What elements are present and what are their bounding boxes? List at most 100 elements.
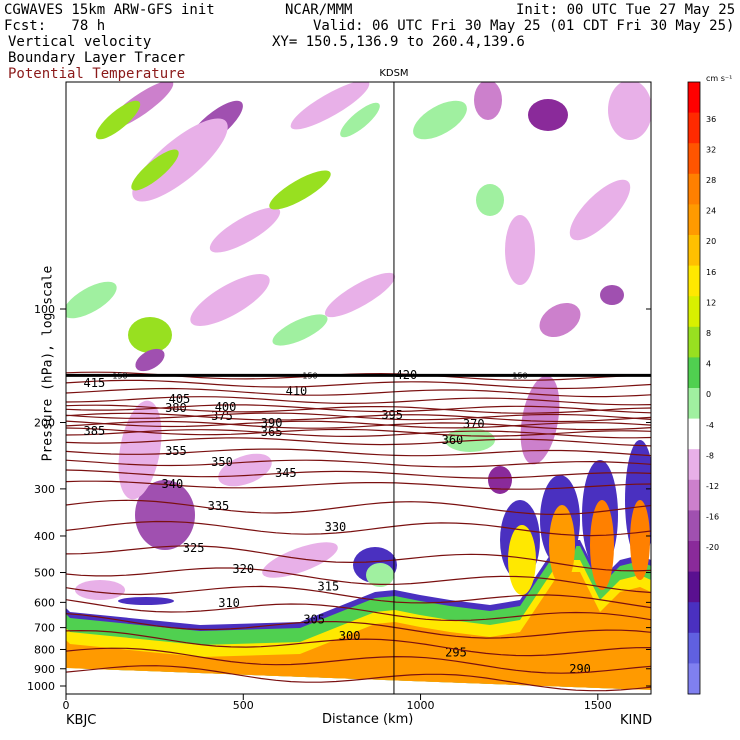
kdsm-label: KDSM — [379, 68, 408, 79]
theta-contour-label: 385 — [84, 424, 106, 438]
vv-cell — [539, 302, 581, 338]
vv-cell — [505, 215, 535, 285]
theta-contour-label: 375 — [211, 409, 233, 423]
vv-cell — [269, 170, 331, 210]
colorbar-label: 24 — [706, 207, 716, 216]
vv-cell — [128, 317, 172, 353]
y-axis-title: Pressure (hPa), log scale — [40, 265, 56, 462]
left-endpoint: KBJC — [66, 713, 97, 728]
theta-contour-line — [66, 420, 651, 431]
theta-contour-line — [66, 499, 651, 516]
y-tick-label: 900 — [34, 663, 55, 676]
init-time: Init: 00 UTC Tue 27 May 25 — [516, 2, 736, 18]
convective-plume — [630, 500, 650, 580]
vv-cell — [272, 314, 328, 346]
colorbar-swatch — [688, 296, 700, 328]
tracer-band — [66, 572, 651, 690]
colorbar-swatch — [688, 663, 700, 695]
colorbar-swatch — [688, 82, 700, 114]
convective-plume — [549, 505, 575, 585]
colorbar: cm s⁻¹ 36 32 28 24 20 16 12 8 4 0 -4 -8 -12 -16 -20 — [687, 74, 732, 695]
vv-cell — [132, 118, 228, 202]
colorbar-swatch — [688, 112, 700, 144]
theta-contour-line — [66, 545, 651, 572]
theta-contour-line — [66, 404, 651, 414]
colorbar-swatch — [688, 602, 700, 634]
theta-contour-label: 390 — [261, 416, 283, 430]
vv-cell — [290, 82, 370, 130]
colorbar-swatch — [688, 418, 700, 450]
vv-cell — [340, 102, 380, 138]
vv-cell — [528, 99, 568, 131]
convective-plume — [508, 525, 536, 595]
vv-cell — [135, 348, 165, 372]
x-tick-label: 1000 — [407, 699, 435, 712]
theta-contour-label: 415 — [84, 376, 106, 390]
axes: 100 200 300 400 500 600 700 800 900 1000 0 500 1000 1… — [27, 303, 651, 712]
field-potential-temperature: Potential Temperature — [8, 66, 186, 82]
y-tick-label: 700 — [34, 622, 55, 635]
vv-cell — [66, 281, 117, 319]
theta-contour-label: 330 — [325, 520, 347, 534]
theta-contour-label: 395 — [381, 408, 403, 422]
vv-cell — [476, 184, 504, 216]
theta-contour-line — [66, 396, 651, 406]
colorbar-label: -20 — [706, 543, 719, 552]
colorbar-label: 32 — [706, 145, 716, 154]
theta-contour-line — [66, 379, 651, 390]
vv-cell — [75, 580, 125, 600]
theta-contour-label: 325 — [183, 541, 205, 555]
theta-contour-label: 340 — [162, 477, 184, 491]
theta-contour-line — [66, 387, 651, 398]
colorbar-label: -8 — [706, 451, 714, 460]
vv-cell — [608, 82, 651, 140]
org-label: NCAR/MMM — [285, 2, 353, 18]
colorbar-unit: cm s⁻¹ — [706, 74, 732, 83]
colorbar-swatch — [688, 449, 700, 481]
y-tick-label: 1000 — [27, 680, 55, 693]
theta-contour-label: 360 — [442, 433, 464, 447]
theta-contour-label: 380 — [165, 401, 187, 415]
theta-contour-line — [66, 437, 651, 447]
colorbar-swatch — [688, 326, 700, 358]
field-vertical-velocity: Vertical velocity — [8, 34, 152, 50]
y-tick-label: 600 — [34, 596, 55, 609]
theta-contour-label: 345 — [275, 466, 297, 480]
theta-contour-line — [66, 427, 651, 437]
vv-cell — [600, 285, 624, 305]
colorbar-swatch — [688, 204, 700, 236]
theta-contour-label: 400 — [215, 400, 237, 414]
colorbar-label: 12 — [706, 298, 716, 307]
colorbar-swatch — [688, 479, 700, 511]
colorbar-label: -12 — [706, 482, 719, 491]
right-endpoint: KIND — [620, 713, 653, 728]
theta-contour-line — [66, 585, 651, 609]
y-tick-label: 300 — [34, 483, 55, 496]
colorbar-label: 4 — [706, 360, 711, 369]
colorbar-label: 16 — [706, 268, 716, 277]
valid-time: Valid: 06 UTC Fri 30 May 25 (01 CDT Fri … — [313, 18, 735, 34]
theta-contour-label: 320 — [232, 562, 254, 576]
colorbar-label: -4 — [706, 421, 714, 430]
colorbar-label: -16 — [706, 513, 719, 522]
colorbar-label: 28 — [706, 176, 716, 185]
theta-contour-line — [66, 480, 651, 490]
theta-contour-line — [66, 647, 651, 674]
colorbar-swatch — [688, 541, 700, 573]
convective-plume — [366, 563, 394, 587]
plot-frame — [65, 81, 652, 695]
theta-contour-label: 290 — [569, 662, 591, 676]
tropopause-label: 150 — [302, 371, 317, 380]
theta-contour-line — [66, 613, 651, 639]
theta-contour-label: 300 — [339, 629, 361, 643]
theta-contour-line — [66, 429, 651, 439]
vv-cell — [135, 480, 195, 550]
theta-contour-label: 350 — [211, 455, 233, 469]
vv-cell — [209, 207, 281, 253]
theta-contour-label: 405 — [169, 392, 191, 406]
theta-contour-line — [66, 599, 651, 622]
colorbar-swatch — [688, 388, 700, 420]
vv-cell — [413, 100, 467, 140]
theta-contour-label: 310 — [218, 596, 240, 610]
